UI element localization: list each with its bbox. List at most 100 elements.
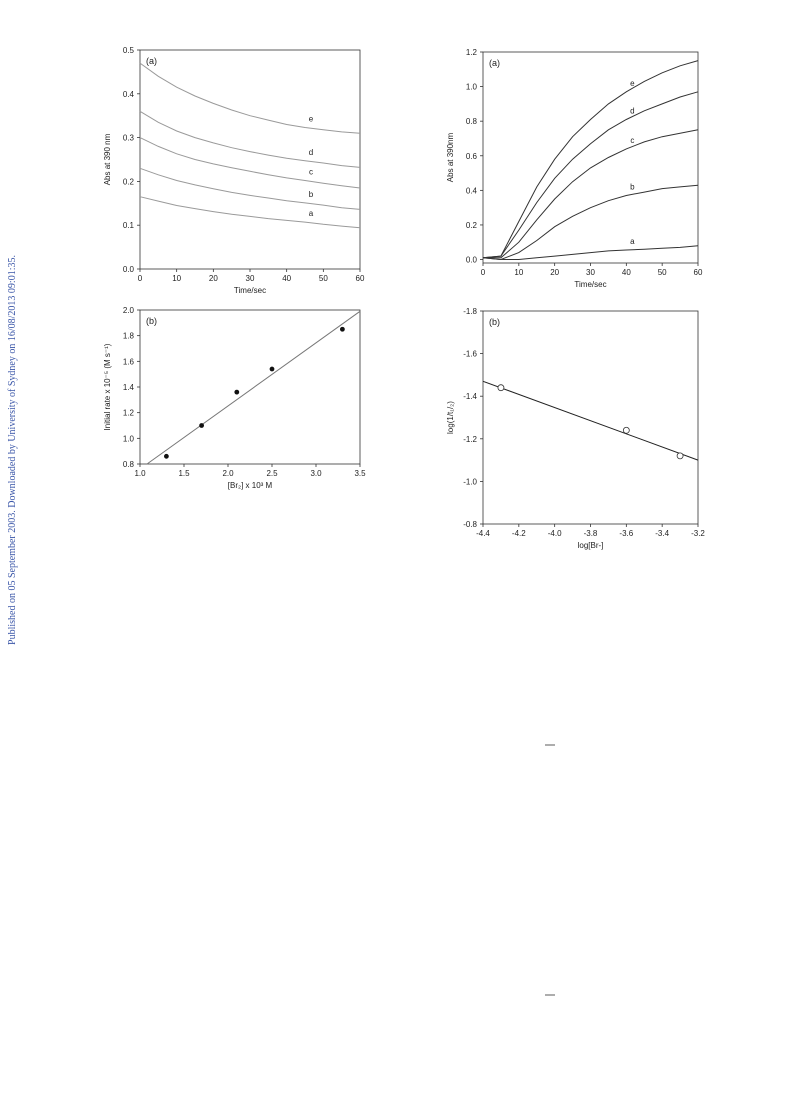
x-tick-label: 3.5 [354, 469, 366, 478]
curve-label: b [309, 190, 314, 199]
curve-label: d [630, 106, 634, 115]
x-tick-label: 2.0 [222, 469, 234, 478]
y-tick-label: 0.6 [466, 152, 478, 161]
curve [482, 91, 699, 259]
curve [483, 129, 699, 259]
data-point [199, 423, 205, 428]
x-tick-label: 0 [481, 268, 486, 277]
y-tick-label: 1.8 [123, 332, 135, 341]
panel-label: (a) [146, 56, 157, 66]
y-tick-label: 0.4 [123, 90, 135, 99]
x-tick-label: 10 [514, 268, 523, 277]
x-tick-label: -3.4 [655, 529, 669, 538]
curve [482, 245, 699, 260]
y-tick-label: 0.8 [466, 117, 478, 126]
curve [139, 110, 361, 168]
y-tick-label: 0.1 [123, 221, 135, 230]
curve [482, 184, 699, 261]
curve [139, 167, 361, 210]
curve [139, 196, 361, 229]
x-tick-label: 50 [319, 274, 328, 283]
y-tick-label: 0.4 [466, 186, 478, 195]
fit-line [146, 310, 361, 465]
panel-label: (a) [489, 58, 500, 68]
x-tick-label: -4.0 [548, 529, 562, 538]
data-point [234, 389, 240, 395]
data-point [497, 384, 505, 392]
data-point [622, 426, 630, 434]
y-tick-label: -0.8 [463, 520, 477, 529]
x-axis-label: [Br₂] x 10³ M [228, 481, 273, 490]
y-axis-label: log(1/t₁/₂) [446, 401, 455, 434]
x-tick-label: 0 [138, 274, 143, 283]
plot-frame [139, 309, 361, 465]
x-tick-label: 40 [282, 274, 291, 283]
y-tick-label: 0.0 [466, 256, 478, 265]
y-tick-label: -1.2 [463, 435, 477, 444]
y-tick-label: 0.0 [123, 265, 135, 274]
curve-label: b [630, 183, 635, 192]
x-tick-label: 60 [694, 268, 703, 277]
x-axis-label: log[Br-] [578, 541, 604, 550]
x-tick-label: 30 [246, 274, 255, 283]
curve-label: c [630, 136, 634, 145]
curve-label: e [630, 79, 635, 88]
y-tick-label: -1.6 [463, 350, 477, 359]
y-tick-label: 1.4 [123, 383, 135, 392]
y-axis-label: Abs at 390nm [446, 132, 455, 182]
x-tick-label: 20 [209, 274, 218, 283]
y-tick-label: 0.2 [123, 177, 135, 186]
y-tick-label: 1.2 [466, 48, 478, 57]
y-tick-label: 0.2 [466, 221, 478, 230]
y-tick-label: 1.2 [123, 409, 135, 418]
panel-label: (b) [146, 316, 157, 326]
x-tick-label: -3.2 [691, 529, 705, 538]
curve-label: a [630, 237, 635, 246]
plot-frame [139, 49, 361, 270]
x-tick-label: 60 [356, 274, 365, 283]
curve [139, 137, 361, 189]
x-tick-label: 10 [172, 274, 181, 283]
side-note: Published on 05 September 2003. Download… [7, 255, 18, 645]
y-tick-label: 0.8 [123, 460, 135, 469]
x-tick-label: -4.4 [476, 529, 490, 538]
y-tick-label: -1.0 [463, 477, 477, 486]
data-point [269, 366, 275, 372]
x-tick-label: 2.5 [266, 469, 278, 478]
x-tick-label: 1.5 [178, 469, 190, 478]
curve-label: e [309, 115, 314, 124]
x-tick-label: -3.8 [584, 529, 598, 538]
x-tick-label: 40 [622, 268, 631, 277]
x-tick-label: -4.2 [512, 529, 526, 538]
curve [482, 60, 699, 259]
y-tick-label: 1.0 [466, 83, 478, 92]
x-axis-label: Time/sec [574, 280, 606, 289]
y-tick-label: 1.6 [123, 357, 135, 366]
data-point [676, 452, 684, 460]
x-tick-label: 20 [550, 268, 559, 277]
y-tick-label: 2.0 [123, 306, 135, 315]
y-tick-label: 0.3 [123, 134, 135, 143]
plot-frame [482, 51, 699, 264]
x-axis-label: Time/sec [234, 286, 266, 295]
data-point [339, 326, 345, 332]
y-tick-label: 1.0 [123, 434, 135, 443]
x-tick-label: -3.6 [619, 529, 633, 538]
curve-label: c [309, 168, 313, 177]
fit-line [482, 380, 699, 461]
y-tick-label: -1.4 [463, 392, 477, 401]
y-tick-label: 0.5 [123, 46, 135, 55]
plot-frame [482, 310, 699, 525]
y-axis-label: Abs at 390 nm [103, 133, 112, 185]
x-tick-label: 3.0 [310, 469, 322, 478]
y-axis-label: Initial rate x 10⁻⁵ (M s⁻¹) [103, 343, 112, 430]
panel-label: (b) [489, 317, 500, 327]
curve [139, 62, 361, 134]
curve-label: d [309, 148, 313, 157]
y-tick-label: -1.8 [463, 307, 477, 316]
curve-label: a [309, 209, 314, 218]
x-tick-label: 50 [658, 268, 667, 277]
data-point [163, 453, 169, 459]
